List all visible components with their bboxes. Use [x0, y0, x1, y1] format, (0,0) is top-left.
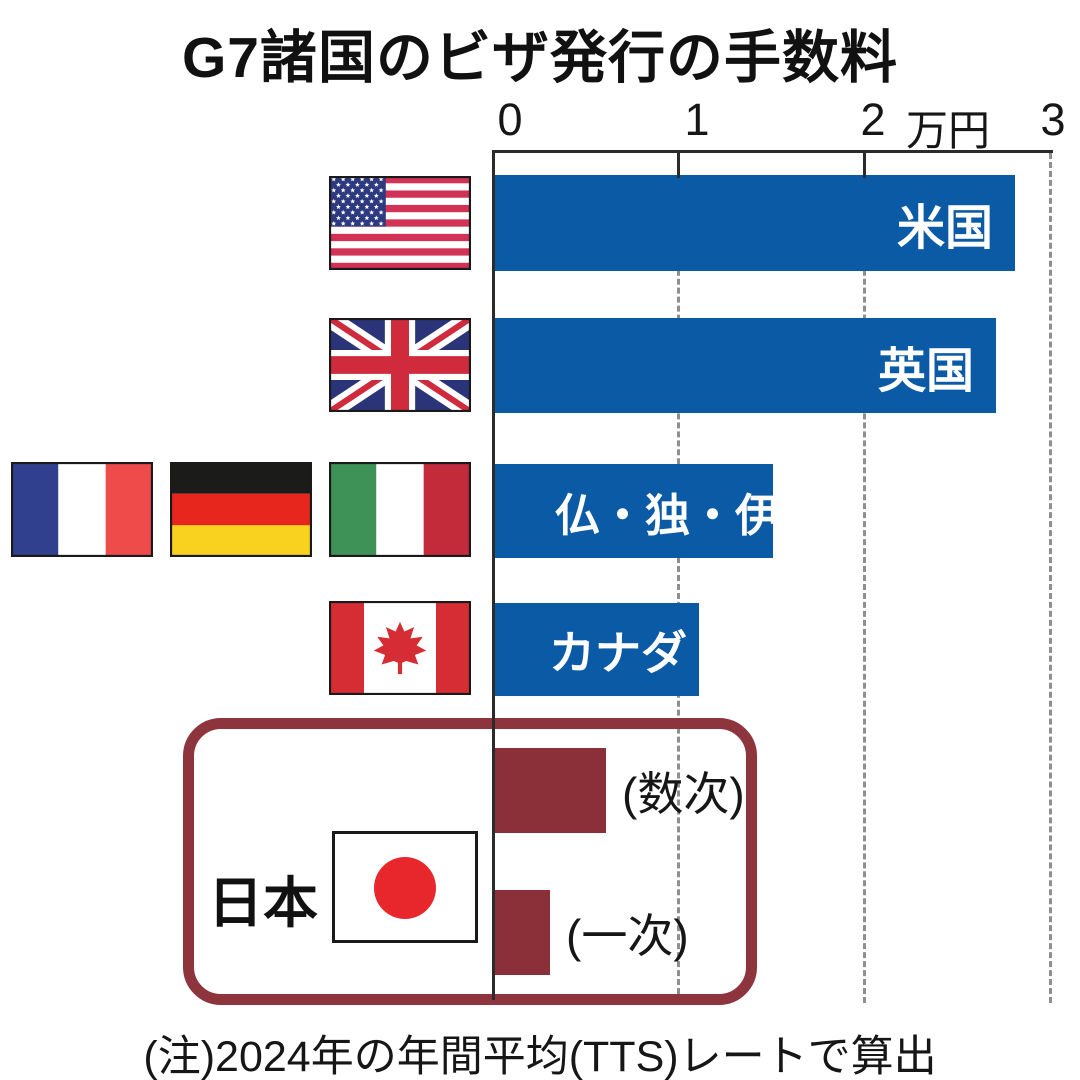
x-axis-line: [492, 150, 1053, 153]
germany-flag: [170, 462, 312, 557]
france-flag: [11, 462, 153, 557]
us-flag: [329, 176, 471, 270]
bar-label-canada: カナダ: [549, 626, 687, 679]
gridline-3: [1049, 153, 1052, 1003]
bar-label-uk: 英国: [877, 344, 974, 398]
tick-mark-1: [677, 150, 680, 178]
japan-group-label: 日本: [207, 872, 318, 934]
x-axis-tick-label-1: 1: [684, 94, 710, 145]
gridline-2: [863, 153, 866, 1003]
bar-label-fr-de-it: 仏・独・伊: [555, 489, 781, 541]
bar-fr-de-it: 仏・独・伊: [494, 464, 780, 558]
uk-flag: [329, 318, 471, 412]
x-axis-tick-label-0: 0: [497, 94, 523, 145]
bar-label-japan-multiple: (数次): [622, 767, 745, 820]
tick-mark-2: [863, 150, 866, 178]
bar-label-us: 米国: [896, 202, 993, 255]
x-axis-tick-label-2: 2: [860, 94, 886, 145]
chart-note: (注)2024年の年間平均(TTS)レートで算出: [143, 1033, 937, 1080]
y-axis-line: [492, 150, 495, 1000]
japan-group-box: [183, 718, 757, 1005]
bar-canada: カナダ: [494, 603, 699, 696]
bar-uk: 英国: [494, 318, 996, 413]
bar-japan-single: [494, 890, 550, 975]
x-axis-unit-label: 万円: [905, 107, 991, 154]
gridline-1: [677, 153, 680, 1003]
bar-japan-multiple: [494, 748, 606, 833]
x-axis-tick-label-3: 3: [1040, 94, 1066, 145]
canada-flag: [329, 601, 471, 695]
japan-flag: [332, 831, 478, 943]
chart-title: G7諸国のビザ発行の手数料: [181, 26, 899, 90]
bar-label-japan-single: (一次): [566, 909, 689, 962]
bar-us: 米国: [494, 175, 1015, 271]
italy-flag: [329, 462, 471, 557]
